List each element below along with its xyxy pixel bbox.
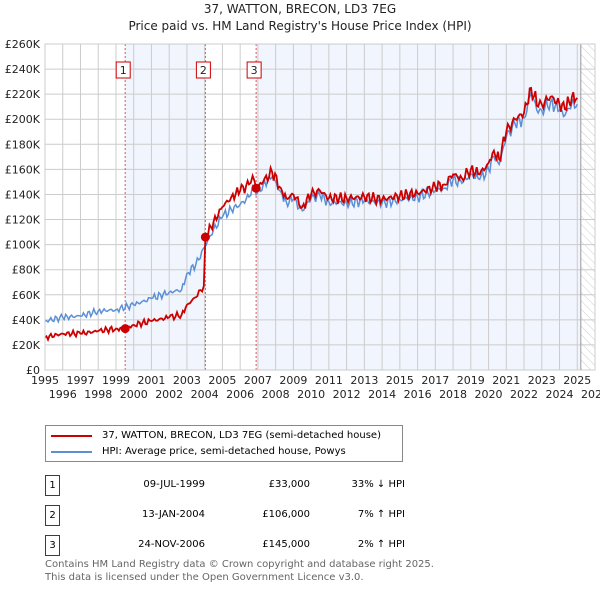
transaction-date: 09-JUL-1999 (143, 479, 205, 490)
x-tick-label: 2005 (208, 374, 236, 387)
transaction-row: 3 24-NOV-2006 £145,000 2% ↑ HPI (45, 535, 405, 556)
x-tick-label: 2012 (333, 388, 361, 401)
x-tick-label: 2016 (404, 388, 432, 401)
x-tick-label: 1998 (84, 388, 112, 401)
plot-frame (44, 43, 596, 371)
forecast-hatch (580, 44, 595, 370)
x-tick-label: 2021 (492, 374, 520, 387)
legend-item-hpi: HPI: Average price, semi-detached house,… (51, 446, 346, 457)
x-tick-label: 1999 (102, 374, 130, 387)
sale-label: 2 (200, 64, 207, 77)
transaction-hpi-diff: 2% ↑ HPI (357, 539, 405, 550)
sale-label: 1 (120, 64, 127, 77)
transaction-number: 3 (45, 535, 60, 556)
x-tick-label: 2008 (262, 388, 290, 401)
y-tick-label: £140K (5, 188, 41, 201)
x-tick-label: 2000 (120, 388, 148, 401)
transaction-row: 1 09-JUL-1999 £33,000 33% ↓ HPI (45, 475, 405, 496)
x-tick-label: 2019 (457, 374, 485, 387)
sale-label-box (115, 61, 131, 79)
y-tick-label: £180K (5, 138, 41, 151)
x-tick-label: 2026 (581, 388, 600, 401)
legend: 37, WATTON, BRECON, LD3 7EG (semi-detach… (45, 425, 403, 462)
legend-label: 37, WATTON, BRECON, LD3 7EG (semi-detach… (102, 430, 381, 441)
y-tick-label: £220K (5, 88, 41, 101)
transaction-date: 24-NOV-2006 (138, 539, 205, 550)
shaded-period (256, 44, 581, 370)
y-tick-label: £40K (12, 314, 41, 327)
x-tick-label: 2015 (386, 374, 414, 387)
sale-label-box (246, 61, 262, 79)
x-tick-label: 2002 (155, 388, 183, 401)
x-tick-label: 2025 (563, 374, 591, 387)
transaction-number: 2 (45, 505, 60, 526)
x-tick-label: 2010 (297, 388, 325, 401)
legend-item-property: 37, WATTON, BRECON, LD3 7EG (semi-detach… (51, 430, 381, 441)
x-tick-label: 2020 (475, 388, 503, 401)
y-tick-label: £120K (5, 214, 41, 227)
y-tick-label: £80K (12, 264, 41, 277)
y-tick-label: £20K (12, 339, 41, 352)
x-tick-label: 2023 (528, 374, 556, 387)
sale-point (120, 324, 130, 334)
y-tick-label: £160K (5, 163, 41, 176)
x-tick-label: 2018 (439, 388, 467, 401)
y-tick-label: £100K (5, 239, 41, 252)
x-tick-label: 2003 (173, 374, 201, 387)
y-tick-label: £240K (5, 63, 41, 76)
y-tick-label: £260K (5, 38, 41, 51)
footer-licence: This data is licensed under the Open Gov… (45, 572, 364, 583)
transaction-number: 1 (45, 475, 60, 496)
x-tick-label: 2013 (350, 374, 378, 387)
x-tick-label: 2007 (244, 374, 272, 387)
x-tick-label: 2009 (279, 374, 307, 387)
y-tick-label: £200K (5, 113, 41, 126)
transaction-hpi-diff: 7% ↑ HPI (357, 509, 405, 520)
x-tick-label: 2006 (226, 388, 254, 401)
shaded-period (125, 44, 206, 370)
x-tick-label: 2017 (421, 374, 449, 387)
chart-subtitle: Price paid vs. HM Land Registry's House … (128, 19, 472, 33)
x-tick-label: 2022 (510, 388, 538, 401)
price-paid-line (44, 86, 578, 343)
blue-line-swatch (51, 450, 92, 453)
x-tick-label: 1997 (66, 374, 94, 387)
transaction-date: 13-JAN-2004 (141, 509, 205, 520)
x-tick-label: 2001 (137, 374, 165, 387)
x-tick-label: 2024 (546, 388, 574, 401)
sale-point (251, 183, 261, 193)
sale-label: 3 (251, 64, 258, 77)
sale-label-box (195, 61, 211, 79)
x-tick-label: 1995 (31, 374, 59, 387)
x-tick-label: 1996 (49, 388, 77, 401)
hpi-line (44, 90, 578, 324)
footer-copyright: Contains HM Land Registry data © Crown c… (45, 559, 434, 570)
x-tick-label: 2014 (368, 388, 396, 401)
x-tick-label: 2011 (315, 374, 343, 387)
chart-title: 37, WATTON, BRECON, LD3 7EG (203, 2, 397, 16)
transaction-price: £33,000 (268, 479, 310, 490)
sale-point (200, 232, 210, 242)
transaction-price: £106,000 (262, 509, 310, 520)
legend-label: HPI: Average price, semi-detached house,… (102, 446, 346, 457)
transaction-price: £145,000 (262, 539, 310, 550)
y-tick-label: £0 (26, 364, 40, 377)
red-line-swatch (51, 434, 92, 437)
price-chart: 1995199619971998199920002001200220032004… (5, 38, 600, 401)
transaction-hpi-diff: 33% ↓ HPI (351, 479, 405, 490)
y-tick-label: £60K (12, 289, 41, 302)
x-tick-label: 2004 (191, 388, 219, 401)
transaction-row: 2 13-JAN-2004 £106,000 7% ↑ HPI (45, 505, 405, 526)
